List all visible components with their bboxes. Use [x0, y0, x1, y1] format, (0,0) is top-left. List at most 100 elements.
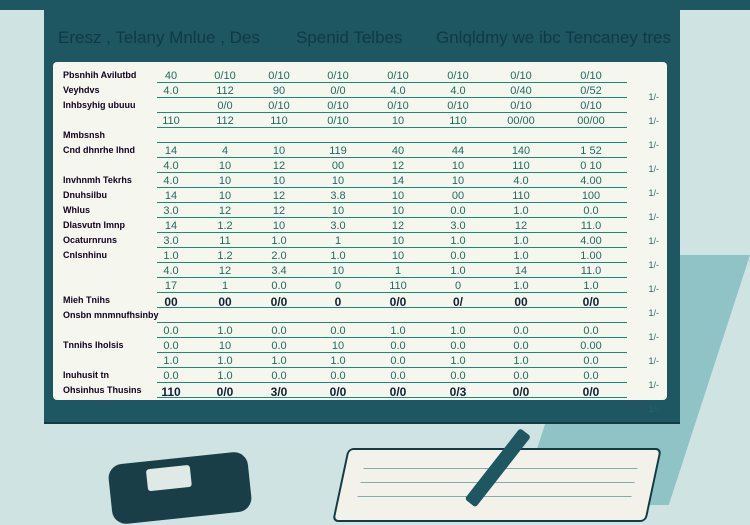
table-cell: 11.0 [580, 265, 602, 277]
table-row: Dnuhsilbu 14 10 12 3.8 10 00 110 100 [53, 188, 667, 203]
table-cell: 10 [391, 190, 405, 202]
table-cell: 10 [272, 175, 286, 187]
side-tick: 1/- [648, 404, 659, 414]
table-cell: 0/40 [510, 85, 532, 97]
table-cell: 10 [451, 160, 465, 172]
table-cell: 110 [270, 115, 288, 127]
row-divider [157, 262, 627, 263]
table-cell: 0/10 [510, 70, 532, 82]
table-cell: 0/0 [329, 385, 347, 399]
table-cell: 0.00 [580, 340, 602, 352]
table-cell: 12 [218, 265, 232, 277]
table-cell: 12 [391, 220, 405, 232]
table-cell: 1.0 [271, 355, 287, 367]
table-cell: 110 [161, 385, 181, 399]
table-cell: 110 [449, 115, 467, 127]
table-cell: 3.8 [330, 190, 346, 202]
table-cell: 0/10 [510, 100, 532, 112]
table-cell: 40 [164, 70, 178, 82]
table-cell: 4.0 [163, 265, 179, 277]
side-tick: 1/- [648, 236, 659, 246]
table-cell: 0.0 [330, 325, 346, 337]
side-tick: 1/- [648, 140, 659, 150]
table-row: Pbsnhih Avilutbd 40 0/10 0/10 0/10 0/10 0/10 0/… [53, 68, 667, 83]
table-cell: 10 [218, 175, 232, 187]
row-label: Inuhusit tn [63, 370, 109, 380]
table-cell: 0/10 [327, 115, 349, 127]
table-cell: 4.0 [513, 175, 529, 187]
table-cell: 4 [221, 145, 229, 157]
table-cell: 40 [391, 145, 405, 157]
table-cell: 0.0 [390, 370, 406, 382]
table-cell: 1.0 [217, 325, 233, 337]
header-mid-text: Spenid Telbes [296, 28, 403, 47]
table-cell: 00/00 [577, 115, 605, 127]
table-cell: 1.0 [330, 355, 346, 367]
table-cell: 14 [391, 175, 405, 187]
notebook-line [357, 496, 632, 497]
table-cell: 0/10 [387, 100, 409, 112]
table-cell: 0 [334, 280, 342, 292]
table-cell: 4.0 [163, 175, 179, 187]
table-cell: 12 [514, 220, 528, 232]
table-cell: 00 [514, 295, 528, 309]
table-cell: 0.0 [450, 205, 466, 217]
table-cell: 0/0 [389, 295, 407, 309]
table-row: Tnnihs Iholsis 0.0 10 0.0 10 0.0 0.0 0.0 0.00 [53, 338, 667, 353]
table-cell: 14 [164, 190, 178, 202]
table-cell: 0.0 [271, 370, 287, 382]
table-cell: 10 [218, 160, 232, 172]
table-cell: 4.0 [163, 160, 179, 172]
table-row: Whlus 3.0 12 12 10 10 0.0 1.0 0.0 [53, 203, 667, 218]
side-tick: 1/- [648, 164, 659, 174]
row-label: Cnd dhnrhe lhnd [63, 145, 135, 155]
table-cell: 4.0 [390, 85, 406, 97]
table-row: 0.0 1.0 0.0 0.0 1.0 1.0 0.0 0.0 [53, 323, 667, 338]
table-cell: 11 [219, 235, 231, 247]
side-tick: 1/- [648, 380, 659, 390]
table-cell: 1.0 [163, 250, 179, 262]
table-cell: 0/10 [327, 70, 349, 82]
table-cell: 1.0 [217, 355, 233, 367]
table-cell: 0/3 [449, 385, 467, 399]
table-cell: 11.0 [580, 220, 602, 232]
notebook-line [360, 482, 635, 483]
table-cell: 10 [391, 115, 405, 127]
table-cell: 0/10 [214, 70, 236, 82]
table-cell: 4.00 [580, 175, 602, 187]
row-label: Mieh Tnihs [63, 295, 110, 305]
table-row: Onsbn mnmnufhsinby [53, 308, 667, 323]
table-row: Inuhusit tn 0.0 1.0 0.0 0.0 0.0 0.0 0.0 0.0 [53, 368, 667, 383]
table-cell: 1.0 [513, 205, 529, 217]
table-cell: 10 [272, 220, 286, 232]
table-cell: 0.0 [583, 205, 599, 217]
table-cell: 110 [512, 190, 530, 202]
table-row: Ohsinhus Thusins 110 0/0 3/0 0/0 0/0 0/3 0/0 0/0 [53, 383, 667, 399]
table-cell: 0.0 [583, 355, 599, 367]
table-cell: 3.0 [163, 205, 179, 217]
row-label: Invhnmh Tekrhs [63, 175, 132, 185]
table-cell: 0/10 [580, 100, 602, 112]
table-cell: 1.0 [513, 250, 529, 262]
row-label: Dlasvutn Imnp [63, 220, 126, 230]
table-cell: 0.0 [163, 340, 179, 352]
table-cell: 119 [329, 145, 347, 157]
row-divider [157, 97, 627, 98]
table-cell: 1.0 [513, 235, 529, 247]
table-cell: 10 [451, 175, 465, 187]
table-cell: 0.0 [271, 340, 287, 352]
table-cell: 1.0 [513, 280, 529, 292]
table-cell: 0/10 [268, 100, 290, 112]
row-label: Tnnihs Iholsis [63, 340, 124, 350]
table-cell: 3.0 [163, 235, 179, 247]
side-tick: 1/- [648, 332, 659, 342]
row-divider [157, 232, 627, 233]
table-row: Invhnmh Tekrhs 4.0 10 10 10 14 10 4.0 4.00 [53, 173, 667, 188]
side-tick: 1/- [648, 308, 659, 318]
table-cell: 00 [164, 295, 178, 309]
row-divider [157, 157, 627, 158]
table-cell: 10 [218, 190, 232, 202]
table-cell: 0 [454, 280, 462, 292]
top-band [0, 0, 750, 10]
